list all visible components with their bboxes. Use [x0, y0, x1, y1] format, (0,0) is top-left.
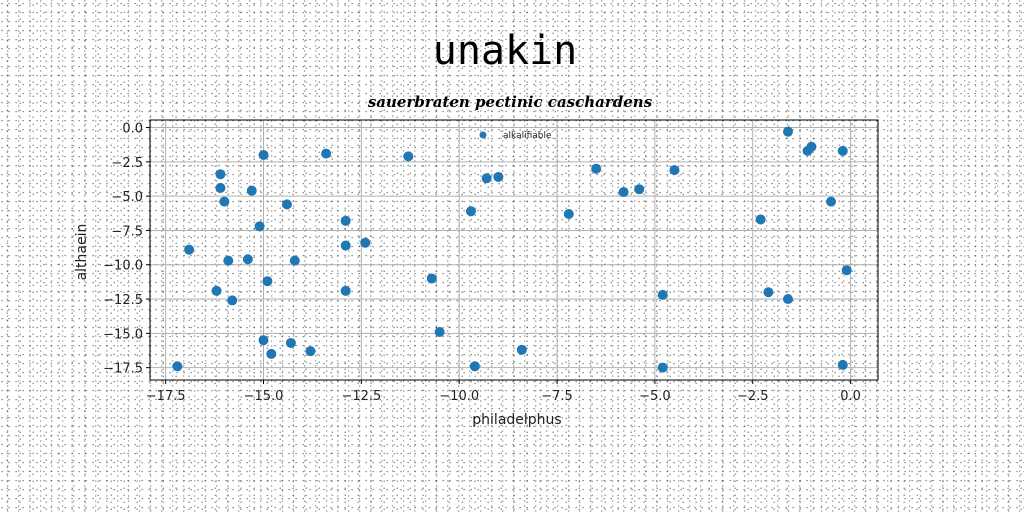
axis-ticks: −17.5 −15.0 −12.5 −10.0 −7.5 −5.0 −2.5 0.0 0.0 −2…	[103, 122, 861, 404]
y-tick-label: 0.0	[122, 122, 143, 137]
scatter-point	[563, 208, 574, 219]
scatter-point	[258, 335, 269, 346]
scatter-point	[254, 221, 265, 232]
scatter-point	[426, 273, 437, 284]
x-tick-label: −10.0	[439, 389, 479, 404]
plot-area-frame	[149, 119, 879, 381]
scatter-point	[340, 215, 351, 226]
scatter-point	[211, 285, 222, 296]
legend-marker	[479, 131, 487, 139]
scatter-point	[826, 196, 837, 207]
x-tick-label: −15.0	[244, 389, 284, 404]
x-tick-label: 0.0	[840, 389, 861, 404]
scatter-point	[289, 255, 300, 266]
scatter-point	[262, 276, 273, 287]
scatter-point	[266, 348, 277, 359]
scatter-point	[837, 359, 848, 370]
y-tick-label: −15.0	[103, 327, 143, 342]
grid	[150, 120, 878, 380]
y-tick-label: −17.5	[103, 362, 143, 377]
data-points	[172, 126, 852, 373]
x-tick-label: −12.5	[341, 389, 381, 404]
y-axis-label: althaein	[74, 224, 90, 281]
scatter-point	[841, 265, 852, 276]
x-tick-label: −5.0	[639, 389, 671, 404]
legend-label: alkalifiable	[503, 131, 552, 141]
scatter-point	[258, 149, 269, 160]
x-tick-label: −7.5	[541, 389, 573, 404]
scatter-point	[669, 165, 680, 176]
scatter-point	[516, 344, 527, 355]
legend: alkalifiable	[479, 131, 552, 141]
scatter-point	[215, 169, 226, 180]
scatter-point	[184, 244, 195, 255]
scatter-point	[657, 362, 668, 373]
x-tick-label: −2.5	[737, 389, 769, 404]
scatter-point	[782, 126, 793, 137]
y-tick-label: −10.0	[103, 259, 143, 274]
y-tick-label: −2.5	[111, 156, 143, 171]
scatter-point	[223, 255, 234, 266]
scatter-point	[340, 240, 351, 251]
scatter-point	[246, 185, 257, 196]
scatter-point	[172, 361, 183, 372]
scatter-point	[755, 214, 766, 225]
scatter-point	[465, 206, 476, 217]
scatter-point	[591, 163, 602, 174]
y-tick-label: −5.0	[111, 190, 143, 205]
scatter-point	[340, 285, 351, 296]
scatter-point	[782, 294, 793, 305]
scatter-point	[618, 187, 629, 198]
y-tick-label: −12.5	[103, 293, 143, 308]
scatter-point	[403, 151, 414, 162]
scatter-point	[657, 289, 668, 300]
scatter-point	[434, 326, 445, 337]
scatter-point	[305, 346, 316, 357]
chart-subtitle: sauerbraten pectinic caschardens	[368, 93, 653, 111]
scatter-point	[493, 171, 504, 182]
x-axis-label: philadelphus	[472, 412, 561, 428]
x-tick-label: −17.5	[146, 389, 186, 404]
scatter-point	[219, 196, 230, 207]
scatter-point	[763, 287, 774, 298]
y-tick-label: −7.5	[111, 224, 143, 239]
scatter-point	[227, 295, 238, 306]
scatter-point	[481, 173, 492, 184]
scatter-point	[806, 141, 817, 152]
scatter-point	[837, 145, 848, 156]
scatter-point	[469, 361, 480, 372]
scatter-point	[215, 182, 226, 193]
scatter-point	[242, 254, 253, 265]
scatter-point	[321, 148, 332, 159]
scatter-point	[360, 237, 371, 248]
scatter-point	[285, 337, 296, 348]
chart-title: unakin	[433, 28, 578, 74]
scatter-point	[634, 184, 645, 195]
scatter-point	[281, 199, 292, 210]
